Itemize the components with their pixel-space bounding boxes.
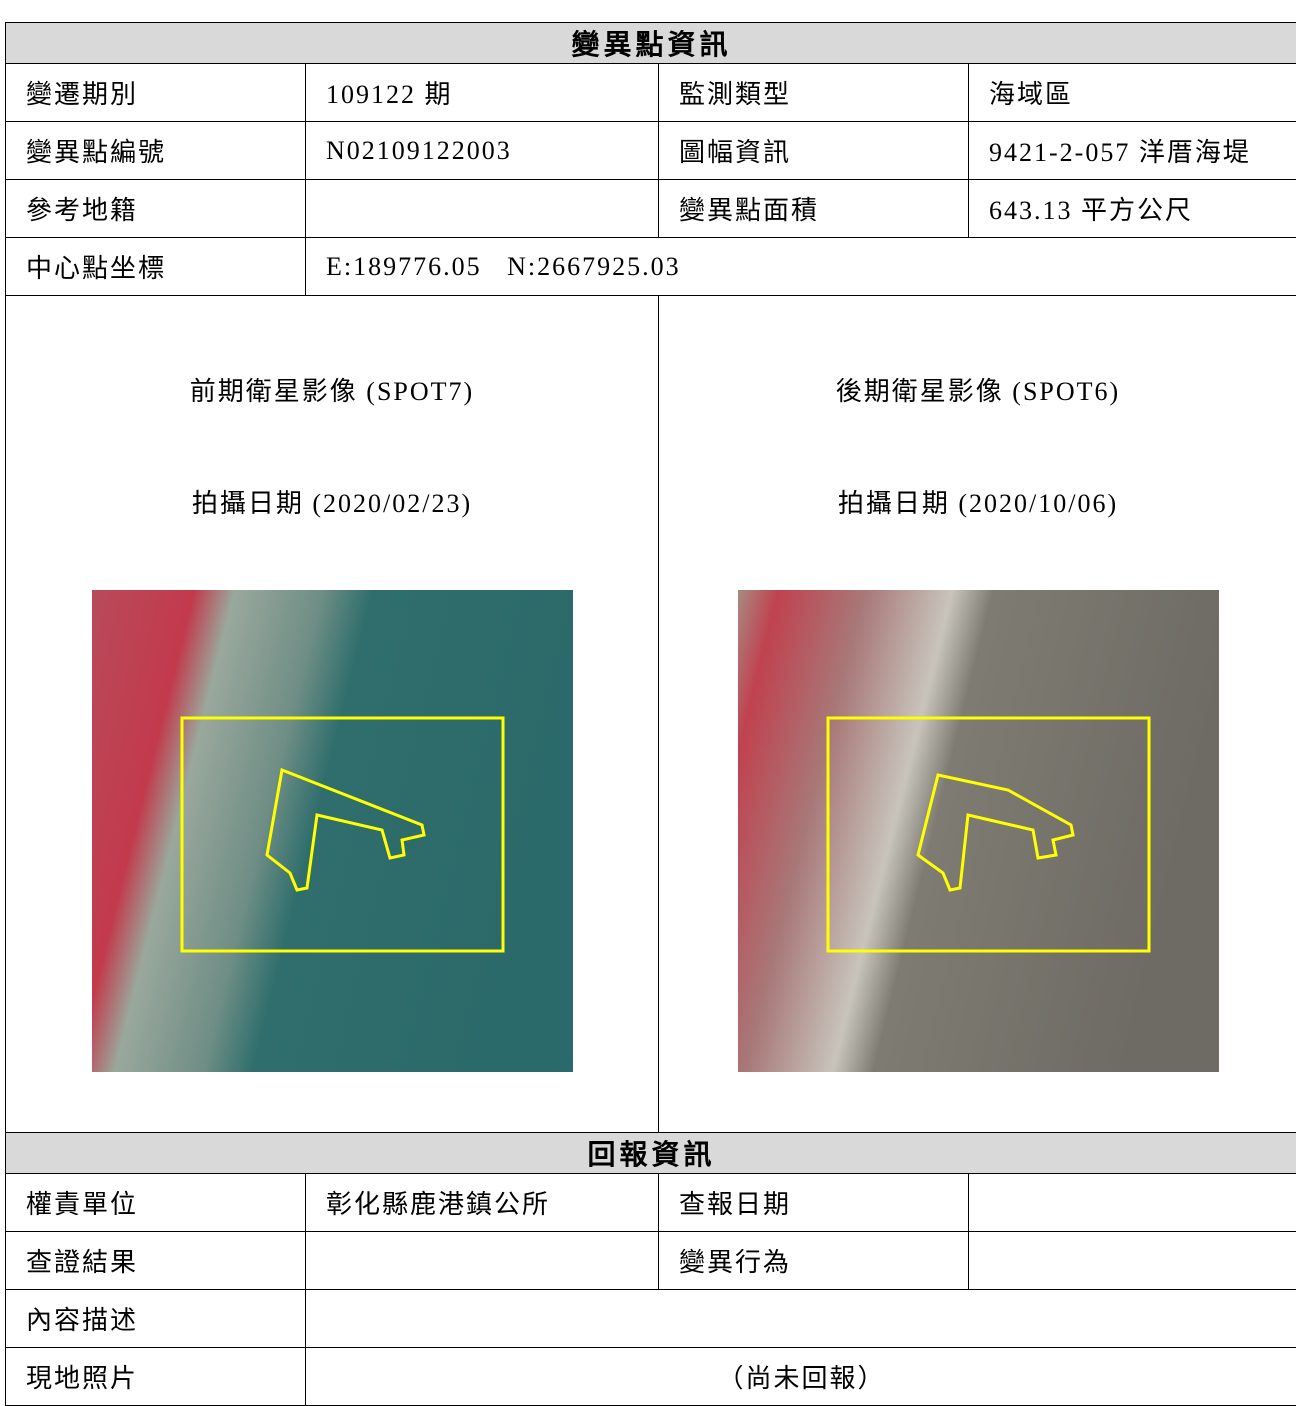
label: 變異點面積 — [659, 180, 969, 238]
value: 109122 期 — [306, 64, 659, 122]
label: 查證結果 — [6, 1232, 306, 1290]
value: 海域區 — [969, 64, 1296, 122]
value: 彰化縣鹿港鎮公所 — [306, 1174, 659, 1232]
value: 9421-2-057 洋厝海堤 — [969, 122, 1296, 180]
value — [969, 1174, 1296, 1232]
image-title: 前期衛星影像 (SPOT7) — [6, 366, 658, 418]
section-title: 回報資訊 — [6, 1133, 1296, 1174]
label: 權責單位 — [6, 1174, 306, 1232]
label: 內容描述 — [6, 1290, 306, 1348]
value: E:189776.05 N:2667925.03 — [306, 238, 1296, 296]
label: 監測類型 — [659, 64, 969, 122]
satellite-image — [738, 590, 1219, 1072]
image-cell: 後期衛星影像 (SPOT6) 拍攝日期 (2020/10/06) — [659, 296, 1296, 1133]
image-date: 拍攝日期 (2020/02/23) — [6, 478, 658, 530]
label: 變遷期別 — [6, 64, 306, 122]
value — [306, 1290, 1296, 1348]
label: 中心點坐標 — [6, 238, 306, 296]
image-bg — [738, 590, 1219, 1072]
section-title: 變異點資訊 — [6, 23, 1296, 64]
label: 變異點編號 — [6, 122, 306, 180]
image-bg — [92, 590, 573, 1072]
image-title: 後期衛星影像 (SPOT6) — [659, 366, 1296, 418]
value: （尚未回報） — [306, 1348, 1296, 1406]
label: 查報日期 — [659, 1174, 969, 1232]
value — [306, 1232, 659, 1290]
page: 變異點資訊 變遷期別 109122 期 監測類型 海域區 變異點編號 N0210… — [0, 0, 1296, 1162]
label: 變異行為 — [659, 1232, 969, 1290]
value — [306, 180, 659, 238]
value — [969, 1232, 1296, 1290]
label: 現地照片 — [6, 1348, 306, 1406]
value: 643.13 平方公尺 — [969, 180, 1296, 238]
info-table: 變異點資訊 變遷期別 109122 期 監測類型 海域區 變異點編號 N0210… — [5, 22, 1296, 1406]
satellite-image — [92, 590, 573, 1072]
label: 圖幅資訊 — [659, 122, 969, 180]
image-cell: 前期衛星影像 (SPOT7) 拍攝日期 (2020/02/23) — [6, 296, 659, 1133]
image-date: 拍攝日期 (2020/10/06) — [659, 478, 1296, 530]
value: N02109122003 — [306, 122, 659, 180]
label: 參考地籍 — [6, 180, 306, 238]
